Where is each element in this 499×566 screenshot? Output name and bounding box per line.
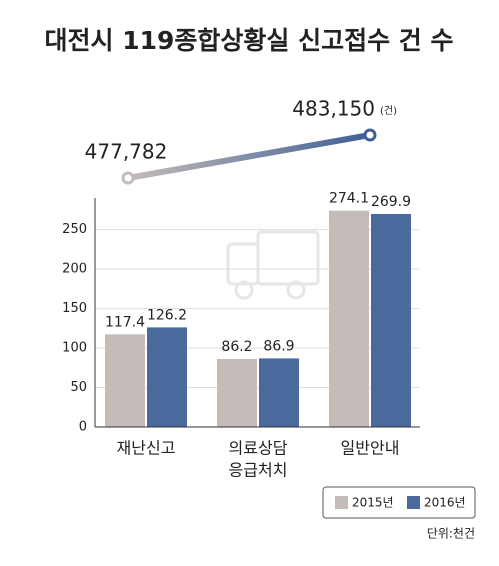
bar-value-label: 86.2 [221, 339, 252, 355]
y-tick-label: 200 [62, 262, 87, 277]
truck-watermark [226, 230, 320, 300]
bar [371, 213, 411, 427]
legend-box [322, 486, 476, 519]
unit-note: 단위:천건 [427, 526, 475, 541]
y-tick-label: 100 [62, 341, 87, 356]
y-tick-label: 50 [70, 380, 87, 395]
legend-label: 2015년 [352, 496, 394, 510]
legend-swatch [407, 496, 420, 509]
bar-value-label: 126.2 [147, 307, 187, 323]
totals-point [363, 128, 377, 142]
bar [217, 358, 257, 427]
bar [105, 334, 145, 427]
bar [259, 358, 299, 427]
bar-value-label: 117.4 [105, 314, 145, 330]
bar-value-label: 274.1 [329, 191, 369, 207]
totals-unit: (건) [380, 105, 397, 117]
x-tick-label: 의료상담 [229, 439, 288, 458]
bar [147, 327, 187, 427]
bar [329, 210, 369, 427]
chart-title: 대전시 119종합상황실 신고접수 건 수 [44, 26, 453, 55]
legend-label: 2016년 [424, 496, 466, 510]
totals-label: 483,150 [292, 97, 375, 121]
y-tick-label: 250 [62, 222, 87, 237]
x-tick-label: 일반안내 [341, 439, 400, 458]
bar-value-label: 269.9 [371, 194, 411, 210]
totals-label: 477,782 [85, 140, 168, 164]
y-tick-label: 150 [62, 301, 87, 316]
bar-value-label: 86.9 [263, 338, 294, 354]
totals-line [127, 132, 371, 181]
legend-swatch [335, 496, 348, 509]
x-tick-label: 응급처치 [229, 461, 288, 480]
totals-point [121, 171, 135, 185]
x-tick-label: 재난신고 [117, 439, 176, 458]
y-tick-label: 0 [79, 420, 87, 435]
